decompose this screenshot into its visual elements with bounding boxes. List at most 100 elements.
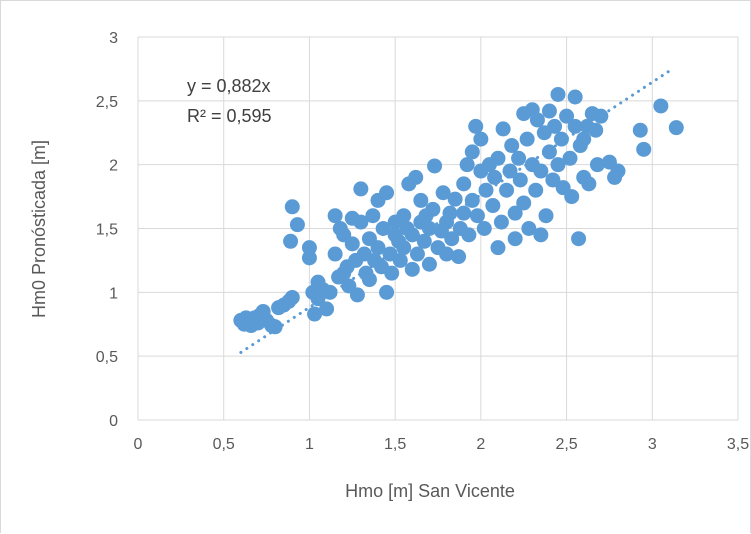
- data-point: [284, 199, 300, 215]
- data-point: [468, 118, 484, 134]
- data-point: [511, 150, 527, 166]
- data-point: [301, 240, 317, 256]
- data-point: [284, 289, 300, 305]
- data-point: [507, 231, 523, 247]
- y-tick-label: 0,5: [96, 349, 118, 366]
- data-point: [349, 287, 365, 303]
- trendline: [239, 67, 675, 354]
- data-point: [421, 221, 437, 236]
- data-point: [541, 144, 557, 160]
- data-point: [464, 192, 480, 208]
- data-point: [593, 108, 609, 124]
- data-point: [519, 131, 535, 147]
- data-point: [564, 189, 580, 205]
- data-point: [322, 284, 338, 300]
- data-point: [379, 185, 395, 201]
- data-point: [516, 195, 532, 211]
- data-point: [469, 208, 485, 224]
- x-tick-label: 0,5: [213, 436, 235, 453]
- data-point: [353, 181, 369, 197]
- data-point: [533, 227, 549, 243]
- data-point: [456, 205, 472, 221]
- data-point: [553, 131, 569, 147]
- data-point: [396, 240, 412, 256]
- data-point: [379, 284, 395, 300]
- data-point: [588, 122, 604, 138]
- data-point: [493, 214, 509, 230]
- data-point: [427, 158, 443, 174]
- data-point: [461, 227, 477, 243]
- data-point: [375, 221, 391, 236]
- data-points: [233, 86, 684, 335]
- y-tick-labels: 0 0,5 1 1,5 2 2,5 3: [96, 30, 118, 430]
- data-point: [435, 185, 451, 201]
- data-point: [464, 144, 480, 160]
- data-point: [370, 240, 386, 256]
- y-tick-label: 2,5: [96, 94, 118, 111]
- data-point: [529, 112, 545, 128]
- data-point: [528, 182, 544, 198]
- data-point: [495, 121, 511, 137]
- data-point: [507, 205, 523, 221]
- data-point: [361, 272, 377, 288]
- data-point: [327, 246, 343, 262]
- data-point: [421, 256, 437, 272]
- data-point: [473, 131, 489, 147]
- data-point: [538, 208, 554, 224]
- data-point: [404, 261, 420, 277]
- data-point: [490, 240, 506, 256]
- data-point: [442, 205, 458, 221]
- x-tick-labels: 0 0,5 1 1,5 2 2,5 3 3,5: [134, 436, 750, 453]
- x-tick-label: 0: [134, 436, 143, 453]
- data-point: [571, 231, 587, 247]
- data-point: [396, 208, 412, 224]
- data-point: [636, 141, 652, 157]
- data-point: [653, 98, 669, 114]
- data-point: [610, 163, 626, 179]
- data-point: [533, 163, 549, 179]
- data-point: [416, 233, 432, 249]
- y-tick-label: 3: [109, 30, 118, 47]
- y-tick-label: 1,5: [96, 222, 118, 239]
- data-point: [456, 176, 472, 192]
- data-point: [384, 265, 400, 281]
- data-point: [353, 214, 369, 230]
- data-point: [476, 221, 492, 236]
- data-point: [502, 163, 518, 179]
- data-point: [344, 236, 360, 252]
- data-point: [576, 131, 592, 147]
- data-point: [289, 217, 305, 233]
- x-tick-label: 2,5: [555, 436, 577, 453]
- data-point: [478, 182, 494, 198]
- y-axis-title: Hm0 Pronósticada [m]: [29, 140, 49, 318]
- data-point: [408, 169, 424, 185]
- data-point: [404, 227, 420, 243]
- x-axis-title: Hmo [m] San Vicente: [345, 481, 515, 501]
- data-point: [581, 176, 597, 192]
- r-squared-label: R² = 0,595: [187, 106, 272, 126]
- data-point: [365, 208, 381, 224]
- y-tick-label: 1: [109, 285, 118, 302]
- data-point: [267, 319, 283, 335]
- data-point: [451, 249, 467, 265]
- data-point: [485, 198, 501, 214]
- data-point: [283, 233, 299, 249]
- data-point: [413, 192, 429, 208]
- data-point: [392, 252, 408, 268]
- trendline-equation: y = 0,882x: [187, 76, 271, 96]
- data-point: [550, 86, 566, 102]
- data-point: [559, 108, 575, 124]
- data-point: [490, 150, 506, 166]
- x-tick-label: 3,5: [727, 436, 749, 453]
- x-tick-label: 1,5: [384, 436, 406, 453]
- trendline-path: [239, 67, 675, 354]
- data-point: [512, 172, 528, 188]
- data-point: [632, 122, 648, 138]
- data-point: [447, 191, 463, 207]
- data-point: [409, 246, 425, 262]
- data-point: [668, 120, 684, 136]
- data-point: [444, 231, 460, 247]
- data-point: [541, 103, 557, 119]
- y-tick-label: 2: [109, 158, 118, 175]
